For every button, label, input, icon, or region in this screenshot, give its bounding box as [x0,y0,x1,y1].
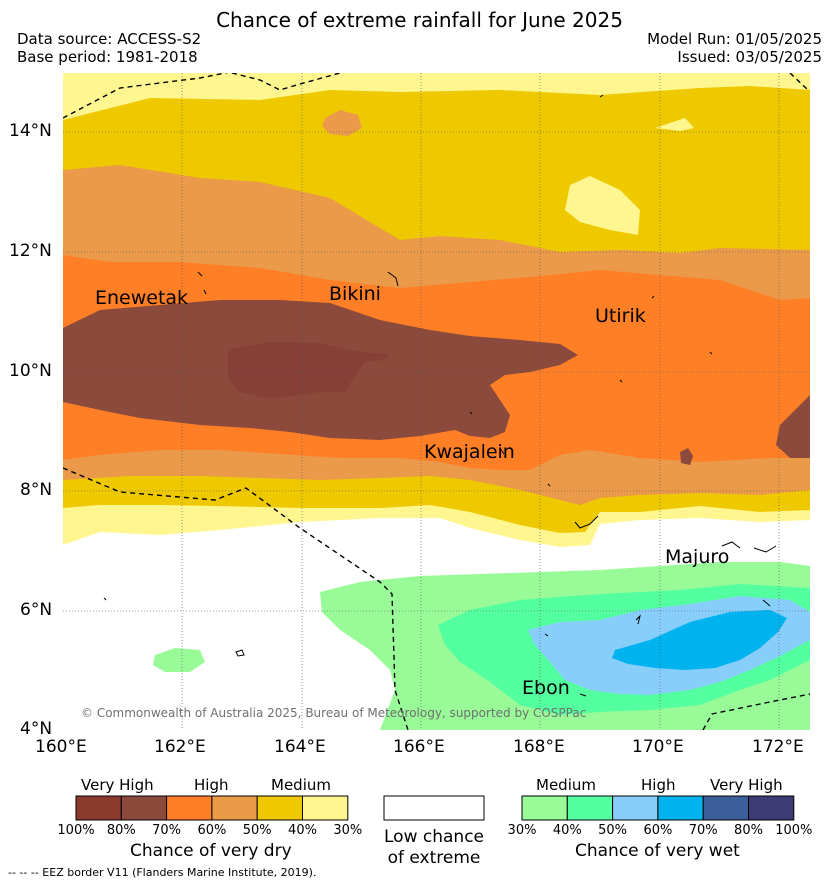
wet-swatch-2 [612,795,659,821]
lat-label-10n: 10°N [9,361,52,381]
lon-label-160e: 160°E [35,737,87,757]
place-kwajalein: Kwajalein [424,441,515,463]
lon-label-166e: 166°E [393,737,445,757]
dry-tick-label: 100% [57,823,95,838]
lon-label-168e: 168°E [513,737,565,757]
wet-colorbar-title: Chance of very wet [575,841,740,861]
dry-group-label-very-high: Very High [81,776,154,794]
wet-group-label-very-high: Very High [710,776,783,794]
wet-swatch-0 [521,795,568,821]
lat-label-4n: 4°N [20,719,53,739]
map-title: Chance of extreme rainfall for June 2025 [216,8,623,32]
issued-label: Issued: 03/05/2025 [677,48,822,66]
colorbar-dry [75,795,349,821]
low-chance-title-line1: Low chance [384,827,484,847]
lat-label-6n: 6°N [20,600,53,620]
lon-label-162e: 162°E [154,737,206,757]
wet-tick-label: 100% [775,823,813,838]
dry-swatch-4 [256,795,304,821]
lat-label-8n: 8°N [20,480,53,500]
lon-label-170e: 170°E [632,737,684,757]
dry-tick-label: 70% [152,823,182,838]
dry-tick-label: 30% [333,823,363,838]
dry-swatch-2 [166,795,213,821]
wet-tick-label: 50% [598,823,628,838]
dry-colorbar-title: Chance of very dry [130,841,292,861]
wet-tick-label: 70% [688,823,718,838]
lon-label-172e: 172°E [752,737,804,757]
low-chance-title-line2: of extreme [387,848,481,868]
dry-70-80-spot [680,448,693,465]
dry-30-40-patch-ne [655,118,694,131]
wet-tick-label: 60% [643,823,673,838]
wet-60-70-region [612,610,787,670]
dry-tick-label: 80% [106,823,136,838]
dry-70-80-region-east [776,395,810,458]
dry-swatch-0 [75,795,122,821]
eez-borders [63,73,810,730]
dry-swatch-5 [302,795,349,821]
place-bikini: Bikini [329,283,381,305]
dry-group-label-medium: Medium [271,776,331,794]
wet-tick-label: 40% [552,823,582,838]
lat-label-14n: 14°N [9,121,52,141]
atolls [103,94,777,697]
dry-30-40-patch-north [565,176,640,235]
place-ebon: Ebon [522,677,570,699]
data-source-label: Data source: ACCESS-S2 [17,30,202,48]
dry-swatch-3 [211,795,258,821]
colorbar-low-chance-box [383,795,485,821]
dry-tick-label: 50% [242,823,272,838]
colorbar-wet [521,795,795,821]
lat-label-12n: 12°N [9,241,52,261]
wet-group-label-medium: Medium [536,776,596,794]
wet-30-40-patch-west [153,648,205,672]
wet-swatch-1 [566,795,614,821]
wet-group-label-high: High [641,776,676,794]
wet-tick-label: 30% [507,823,537,838]
wet-swatch-5 [748,795,795,821]
dry-group-label-high: High [194,776,229,794]
copyright-notice: © Commonwealth of Australia 2025, Bureau… [81,706,587,720]
eez-footer-note: -- -- -- EEZ border V11 (Flanders Marine… [8,866,317,879]
base-period-label: Base period: 1981-2018 [17,48,198,66]
dry-tick-label: 60% [197,823,227,838]
place-utirik: Utirik [595,305,646,327]
dry-swatch-1 [120,795,168,821]
place-enewetak: Enewetak [95,287,189,309]
model-run-label: Model Run: 01/05/2025 [647,30,822,48]
wet-swatch-3 [657,795,704,821]
dry-80-100-region [228,342,390,398]
rainfall-contours [63,73,810,730]
dry-50-60-patch-north [322,110,362,136]
wet-swatch-4 [702,795,750,821]
wet-tick-label: 80% [734,823,763,838]
place-majuro: Majuro [665,546,730,568]
lon-label-164e: 164°E [274,737,326,757]
dry-tick-label: 40% [288,823,317,838]
